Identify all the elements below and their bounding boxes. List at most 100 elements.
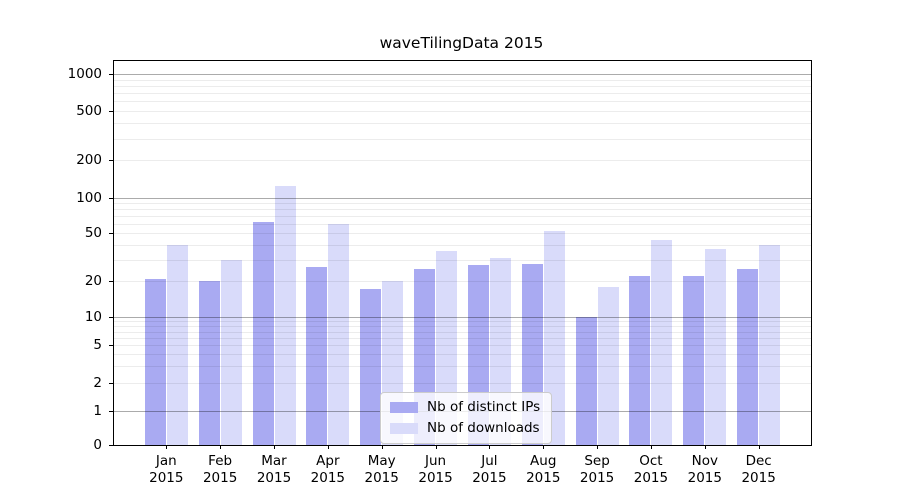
- minor-gridline-9: [114, 321, 811, 323]
- y-tick-20: [109, 281, 113, 283]
- x-tick-label-dec: Dec 2015: [741, 453, 776, 486]
- minor-gridline-50: [114, 233, 811, 235]
- x-tick-feb: [220, 445, 222, 449]
- legend-item-distinct-ips: Nb of distinct IPs: [390, 399, 542, 416]
- chart-title: waveTilingData 2015: [379, 34, 544, 52]
- x-tick-label-oct: Oct 2015: [633, 453, 669, 486]
- bar-ips-mar: [252, 222, 274, 445]
- y-tick-label-10: 10: [84, 309, 102, 325]
- x-tick-label-jul: Jul 2015: [472, 453, 507, 486]
- bar-ips-apr: [306, 267, 328, 445]
- minor-gridline-70: [114, 216, 811, 217]
- x-tick-nov: [704, 445, 706, 449]
- minor-gridline-8: [114, 326, 811, 328]
- y-tick-label-100: 100: [76, 189, 102, 206]
- x-tick-label-jun: Jun 2015: [418, 453, 453, 486]
- bar-downloads-oct: [651, 240, 673, 445]
- y-tick-2: [109, 382, 113, 384]
- bar-ips-feb: [198, 281, 220, 445]
- minor-gridline-40: [114, 245, 811, 247]
- x-tick-jan: [166, 445, 168, 449]
- y-tick-200: [109, 160, 113, 162]
- y-tick-0: [109, 445, 113, 446]
- bar-downloads-aug: [543, 231, 565, 445]
- legend-swatch-distinct-ips: [390, 402, 418, 413]
- x-tick-label-aug: Aug 2015: [526, 453, 561, 486]
- bar-ips-dec: [737, 269, 759, 445]
- y-tick-label-0: 0: [93, 437, 102, 453]
- y-tick-1: [109, 411, 113, 412]
- y-tick-label-5: 5: [93, 337, 102, 354]
- y-tick-label-500: 500: [76, 103, 102, 120]
- x-tick-may: [381, 445, 383, 449]
- minor-gridline-2: [114, 382, 811, 384]
- x-tick-label-sep: Sep 2015: [579, 453, 615, 486]
- bar-downloads-jan: [166, 245, 188, 445]
- x-tick-label-may: May 2015: [364, 453, 399, 486]
- bar-ips-oct: [629, 276, 651, 445]
- x-tick-jun: [435, 445, 437, 449]
- minor-gridline-900: [114, 79, 811, 81]
- y-tick-1000: [109, 74, 113, 75]
- minor-gridline-800: [114, 85, 811, 87]
- y-tick-500: [109, 111, 113, 113]
- x-tick-label-mar: Mar 2015: [256, 453, 292, 486]
- legend-item-downloads: Nb of downloads: [390, 420, 542, 437]
- bar-downloads-mar: [274, 185, 296, 445]
- minor-gridline-7: [114, 331, 811, 333]
- minor-gridline-500: [114, 111, 811, 113]
- legend-label-downloads: Nb of downloads: [427, 420, 540, 436]
- bar-downloads-feb: [220, 259, 242, 445]
- bar-downloads-apr: [328, 224, 350, 445]
- major-gridline-10: [114, 317, 811, 318]
- major-gridline-1000: [114, 74, 811, 75]
- x-tick-aug: [543, 445, 545, 449]
- minor-gridline-6: [114, 337, 811, 339]
- minor-gridline-30: [114, 259, 811, 261]
- y-tick-label-1: 1: [93, 403, 102, 419]
- legend-swatch-downloads: [390, 423, 418, 434]
- y-tick-5: [109, 345, 113, 347]
- minor-gridline-5: [114, 345, 811, 347]
- bar-downloads-nov: [705, 249, 727, 445]
- y-tick-label-20: 20: [84, 273, 102, 290]
- y-tick-label-1000: 1000: [67, 66, 102, 82]
- x-tick-label-nov: Nov 2015: [687, 453, 722, 486]
- legend: Nb of distinct IPs Nb of downloads: [380, 392, 552, 444]
- minor-gridline-600: [114, 101, 811, 103]
- x-tick-mar: [274, 445, 275, 449]
- y-tick-100: [109, 197, 113, 199]
- minor-gridline-300: [114, 138, 811, 140]
- y-tick-label-2: 2: [93, 374, 102, 391]
- bar-ips-sep: [575, 317, 597, 445]
- legend-label-distinct-ips: Nb of distinct IPs: [427, 399, 541, 415]
- bar-ips-nov: [683, 276, 705, 445]
- bar-downloads-dec: [759, 245, 781, 445]
- major-gridline-100: [114, 197, 811, 199]
- minor-gridline-400: [114, 123, 811, 125]
- x-tick-apr: [327, 445, 329, 449]
- x-tick-sep: [597, 445, 599, 449]
- minor-gridline-200: [114, 160, 811, 162]
- x-tick-oct: [650, 445, 652, 449]
- minor-gridline-60: [114, 224, 811, 225]
- plot-area: 0 1 2 5 10 20 50 100 200 500 1000 Jan 2015 Feb 2015…: [68, 60, 812, 486]
- bar-downloads-sep: [597, 286, 619, 445]
- y-tick-label-200: 200: [76, 152, 102, 169]
- x-tick-label-jan: Jan 2015: [149, 453, 184, 486]
- bar-ips-jan: [144, 278, 166, 445]
- x-tick-label-apr: Apr 2015: [310, 453, 346, 486]
- bar-ips-may: [360, 289, 382, 445]
- minor-gridline-20: [114, 281, 811, 283]
- minor-gridline-3: [114, 366, 811, 368]
- x-tick-dec: [758, 445, 760, 449]
- x-tick-label-feb: Feb 2015: [202, 453, 238, 486]
- minor-gridline-80: [114, 209, 811, 211]
- minor-gridline-700: [114, 93, 811, 95]
- y-tick-label-50: 50: [84, 225, 102, 242]
- minor-gridline-90: [114, 202, 811, 204]
- y-tick-50: [109, 233, 113, 235]
- x-tick-jul: [489, 445, 491, 449]
- y-tick-10: [109, 317, 113, 318]
